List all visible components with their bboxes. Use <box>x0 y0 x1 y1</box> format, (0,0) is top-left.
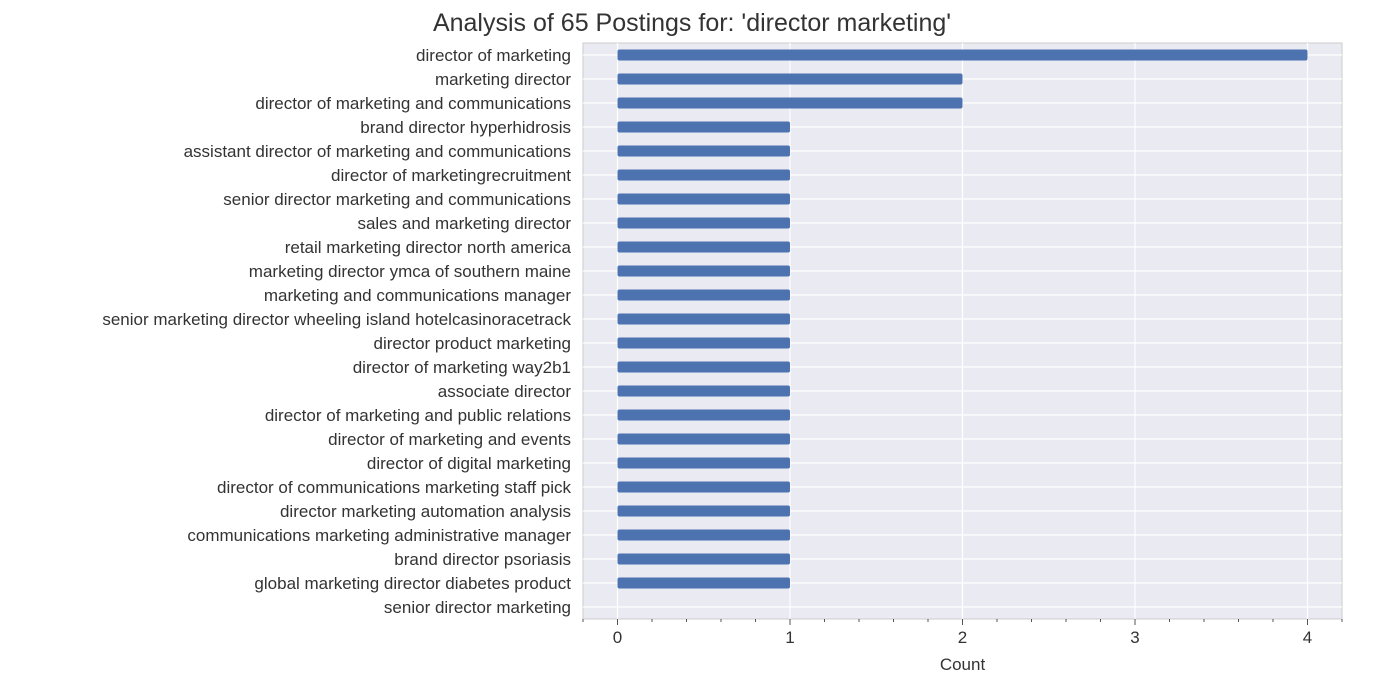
category-label: director of digital marketing <box>367 454 571 473</box>
bar <box>617 577 790 589</box>
category-label: director marketing automation analysis <box>280 502 571 521</box>
category-label: communications marketing administrative … <box>187 526 571 545</box>
bar <box>617 337 790 349</box>
bar <box>617 121 790 133</box>
bar <box>617 529 790 541</box>
bar <box>617 361 790 373</box>
category-label: senior director marketing <box>384 598 571 617</box>
bar <box>617 193 790 205</box>
bar <box>617 145 790 157</box>
category-label: senior director marketing and communicat… <box>223 190 571 209</box>
category-label: director of marketing <box>416 46 571 65</box>
bar <box>617 313 790 325</box>
category-label: director of marketing and public relatio… <box>265 406 571 425</box>
bar <box>617 289 790 301</box>
x-tick-label: 4 <box>1303 628 1312 647</box>
bar <box>617 385 790 397</box>
bar <box>617 241 790 253</box>
bar <box>617 409 790 421</box>
category-label: brand director hyperhidrosis <box>360 118 571 137</box>
category-label: director of marketing way2b1 <box>353 358 571 377</box>
category-label: director product marketing <box>374 334 571 353</box>
category-label: director of communications marketing sta… <box>217 478 571 497</box>
category-label: director of marketingrecruitment <box>331 166 571 185</box>
x-axis-ticks: 0 1 2 3 4 <box>582 619 1343 647</box>
category-label: retail marketing director north america <box>285 238 572 257</box>
bar <box>617 73 963 85</box>
category-label: sales and marketing director <box>357 214 571 233</box>
bar <box>617 49 1308 61</box>
category-labels: director of marketing marketing director d… <box>102 46 571 617</box>
bar <box>617 481 790 493</box>
bars <box>617 49 1308 589</box>
bar <box>617 97 963 109</box>
x-tick-label: 2 <box>958 628 967 647</box>
category-label: director of marketing and communications <box>255 94 571 113</box>
bar <box>617 505 790 517</box>
category-label: marketing and communications manager <box>264 286 571 305</box>
bar <box>617 553 790 565</box>
category-label: global marketing director diabetes produ… <box>254 574 571 593</box>
bar <box>617 217 790 229</box>
x-tick-label: 1 <box>785 628 794 647</box>
x-tick-label: 0 <box>613 628 622 647</box>
x-tick-label: 3 <box>1130 628 1139 647</box>
category-label: senior marketing director wheeling islan… <box>102 310 571 329</box>
bar <box>617 457 790 469</box>
category-label: assistant director of marketing and comm… <box>184 142 571 161</box>
bar <box>617 433 790 445</box>
bar <box>617 265 790 277</box>
category-label: associate director <box>438 382 572 401</box>
x-axis-label: Count <box>940 655 986 674</box>
category-label: director of marketing and events <box>328 430 571 449</box>
bar <box>617 169 790 181</box>
category-label: brand director psoriasis <box>394 550 571 569</box>
category-label: marketing director ymca of southern main… <box>249 262 571 281</box>
category-label: marketing director <box>435 70 571 89</box>
